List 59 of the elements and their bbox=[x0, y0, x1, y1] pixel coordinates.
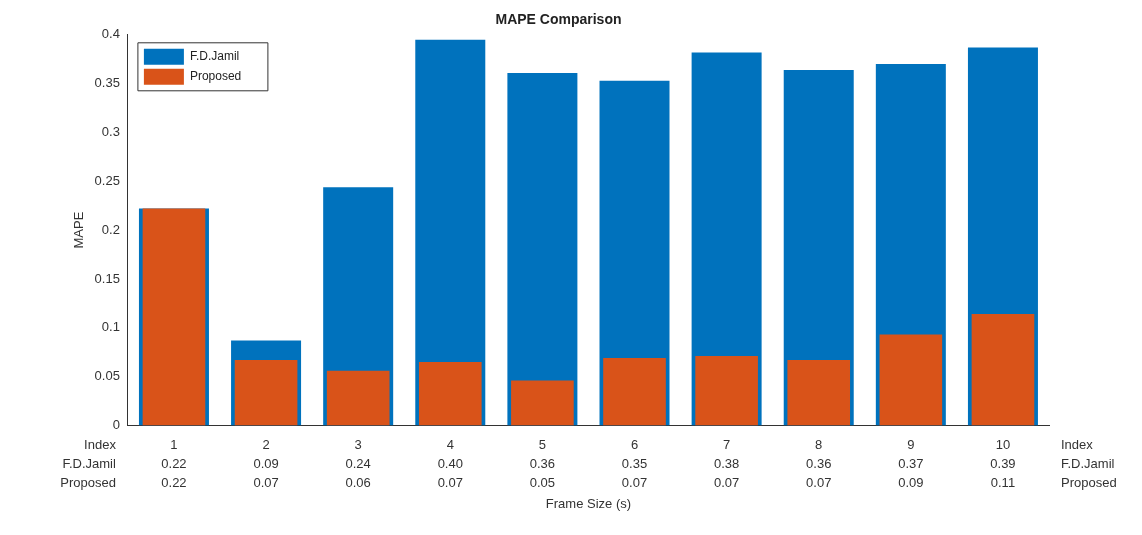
x-tick-label: 6 bbox=[630, 436, 639, 452]
bar bbox=[418, 361, 482, 426]
chart-title: MAPE Comparison bbox=[495, 11, 622, 28]
text: Index bbox=[1061, 436, 1094, 452]
y-tick-label: 0.25 bbox=[94, 172, 120, 188]
x-tick-label: 3 bbox=[354, 436, 362, 452]
x-tick-label: 9 bbox=[907, 436, 915, 452]
data-label: 0.07 bbox=[713, 474, 740, 490]
bar bbox=[787, 359, 851, 426]
x-tick-label: 5 bbox=[538, 436, 547, 452]
y-tick-label: 0.2 bbox=[101, 221, 120, 237]
data-label: 0.09 bbox=[253, 455, 279, 471]
data-label: 0.07 bbox=[437, 474, 463, 490]
data-label: 0.24 bbox=[345, 455, 371, 471]
data-label: 0.22 bbox=[161, 455, 187, 471]
x-tick-label: 2 bbox=[262, 436, 270, 452]
bar bbox=[879, 334, 943, 426]
data-label: 0.07 bbox=[621, 474, 648, 490]
x-tick-label: 1 bbox=[170, 436, 178, 452]
data-label: 0.07 bbox=[806, 474, 832, 490]
y-tick-label: 0 bbox=[112, 416, 120, 432]
text: Proposed bbox=[1061, 474, 1117, 490]
y-tick-label: 0.35 bbox=[94, 75, 120, 91]
bar bbox=[511, 380, 574, 426]
text: F.D.Jamil bbox=[1061, 455, 1115, 471]
data-label: 0.22 bbox=[161, 474, 187, 490]
legend-label: F.D.Jamil bbox=[189, 49, 240, 64]
data-label: 0.05 bbox=[529, 474, 556, 490]
y-tick-label: 0.15 bbox=[94, 270, 120, 286]
data-label: 0.39 bbox=[990, 455, 1016, 471]
text: Index bbox=[84, 436, 116, 452]
text: F.D.Jamil bbox=[62, 455, 116, 471]
x-axis-title: Frame Size (s) bbox=[545, 495, 632, 511]
data-label: 0.11 bbox=[990, 474, 1016, 490]
x-tick-label: 8 bbox=[815, 436, 823, 452]
data-label: 0.40 bbox=[437, 455, 463, 471]
data-label: 0.36 bbox=[529, 455, 556, 471]
x-tick-label: 10 bbox=[995, 436, 1011, 452]
data-label: 0.06 bbox=[345, 474, 371, 490]
legend-label: Proposed bbox=[189, 69, 242, 84]
data-label: 0.07 bbox=[253, 474, 279, 490]
data-label: 0.35 bbox=[621, 455, 648, 471]
y-axis-title: MAPE bbox=[71, 211, 87, 249]
y-tick-label: 0.4 bbox=[101, 26, 120, 42]
x-tick-label: 4 bbox=[446, 436, 454, 452]
x-tick-label: 7 bbox=[723, 436, 731, 452]
bar bbox=[971, 314, 1035, 426]
bar bbox=[326, 370, 390, 426]
text: Proposed bbox=[60, 474, 116, 490]
bar bbox=[603, 358, 666, 426]
y-tick-label: 0.05 bbox=[94, 368, 120, 384]
y-tick-label: 0.3 bbox=[101, 124, 120, 140]
y-tick-label: 0.1 bbox=[101, 319, 120, 335]
data-label: 0.36 bbox=[806, 455, 832, 471]
bar bbox=[234, 359, 298, 426]
data-label: 0.38 bbox=[713, 455, 740, 471]
bar bbox=[695, 356, 758, 426]
data-label: 0.09 bbox=[898, 474, 924, 490]
data-label: 0.37 bbox=[898, 455, 924, 471]
